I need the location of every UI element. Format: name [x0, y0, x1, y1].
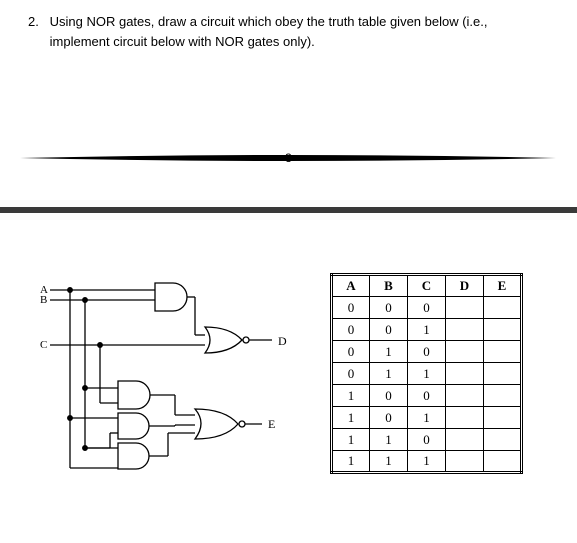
table-cell: 1	[370, 451, 408, 473]
table-header-row: A B C D E	[332, 275, 522, 297]
label-c: C	[40, 339, 47, 351]
table-cell: 1	[332, 451, 370, 473]
col-b: B	[370, 275, 408, 297]
table-cell	[484, 451, 522, 473]
table-body: 000001010011100101110111	[332, 297, 522, 473]
table-cell	[446, 297, 484, 319]
col-c: C	[408, 275, 446, 297]
col-d: D	[446, 275, 484, 297]
table-cell	[484, 385, 522, 407]
table-cell	[484, 363, 522, 385]
table-row: 110	[332, 429, 522, 451]
table-row: 001	[332, 319, 522, 341]
table-cell: 1	[370, 363, 408, 385]
table-cell: 0	[370, 297, 408, 319]
table-cell	[484, 429, 522, 451]
table-cell	[446, 341, 484, 363]
table-cell	[446, 363, 484, 385]
label-e: E	[268, 417, 275, 431]
table-cell: 1	[408, 451, 446, 473]
table-cell	[446, 429, 484, 451]
table-row: 011	[332, 363, 522, 385]
table-cell: 0	[370, 385, 408, 407]
question-number: 2.	[28, 12, 46, 32]
circuit-diagram: A B C D E	[40, 273, 300, 483]
table-cell: 0	[408, 341, 446, 363]
table-cell: 0	[332, 297, 370, 319]
table-cell	[446, 385, 484, 407]
table-cell: 1	[408, 407, 446, 429]
table-cell	[484, 297, 522, 319]
table-cell: 1	[408, 363, 446, 385]
table-row: 000	[332, 297, 522, 319]
section-bar	[0, 207, 577, 213]
truth-table: A B C D E 000001010011100101110111	[330, 273, 523, 474]
table-cell: 0	[408, 385, 446, 407]
table-cell	[484, 319, 522, 341]
col-e: E	[484, 275, 522, 297]
table-cell: 0	[370, 319, 408, 341]
table-cell: 1	[370, 341, 408, 363]
table-row: 111	[332, 451, 522, 473]
table-row: 100	[332, 385, 522, 407]
table-cell: 0	[408, 297, 446, 319]
col-a: A	[332, 275, 370, 297]
table-cell: 0	[408, 429, 446, 451]
table-cell: 1	[370, 429, 408, 451]
table-cell	[484, 341, 522, 363]
table-cell: 0	[332, 363, 370, 385]
table-cell: 0	[332, 341, 370, 363]
table-cell: 1	[408, 319, 446, 341]
table-row: 101	[332, 407, 522, 429]
page-number: - 3 -	[278, 151, 299, 165]
table-cell: 0	[370, 407, 408, 429]
question-header: 2. Using NOR gates, draw a circuit which…	[0, 0, 577, 59]
question-line1: Using NOR gates, draw a circuit which ob…	[50, 14, 488, 29]
table-cell: 1	[332, 407, 370, 429]
table-cell	[446, 319, 484, 341]
page-divider: - 3 -	[0, 149, 577, 167]
question-line2: implement circuit below with NOR gates o…	[50, 34, 315, 49]
table-cell	[446, 451, 484, 473]
table-cell	[484, 407, 522, 429]
table-row: 010	[332, 341, 522, 363]
table-cell: 0	[332, 319, 370, 341]
question-text: Using NOR gates, draw a circuit which ob…	[50, 12, 530, 51]
table-cell: 1	[332, 429, 370, 451]
table-cell	[446, 407, 484, 429]
content-area: A B C D E	[0, 273, 577, 493]
label-d: D	[278, 334, 287, 348]
table-cell: 1	[332, 385, 370, 407]
label-b: B	[40, 294, 47, 306]
